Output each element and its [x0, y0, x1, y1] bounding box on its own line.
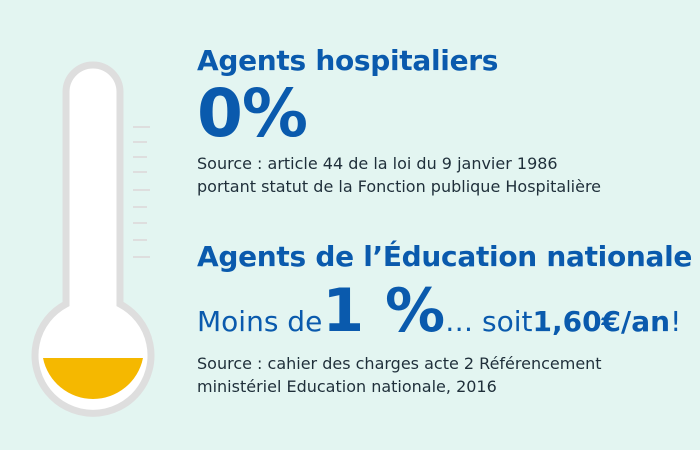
hospital-source-line2: portant statut de la Fonction publique H… — [197, 177, 602, 196]
education-source-line1: Source : cahier des charges acte 2 Référ… — [197, 354, 602, 373]
education-prefix: Moins de — [197, 305, 323, 338]
thermometer-ticks — [133, 126, 150, 258]
hospital-source-line1: Source : article 44 de la loi du 9 janvi… — [197, 154, 558, 173]
thermometer-outline — [31, 61, 155, 417]
education-source-line2: ministériel Education nationale, 2016 — [197, 377, 497, 396]
education-rate-line: Moins de 1 % … soit 1,60€/an ! — [197, 281, 681, 341]
education-value: 1 % — [322, 276, 446, 346]
education-suffix: ! — [670, 305, 682, 338]
content-panel: Agents hospitaliers 0% Source : article … — [197, 0, 692, 450]
education-title: Agents de l’Éducation nationale — [197, 240, 693, 273]
hospital-value: 0% — [197, 75, 308, 152]
thermometer-mercury — [43, 358, 143, 399]
thermometer-illustration — [31, 61, 155, 417]
education-amount: 1,60€/an — [532, 305, 671, 338]
education-middle: … soit — [445, 305, 533, 338]
hospital-title: Agents hospitaliers — [197, 44, 499, 77]
